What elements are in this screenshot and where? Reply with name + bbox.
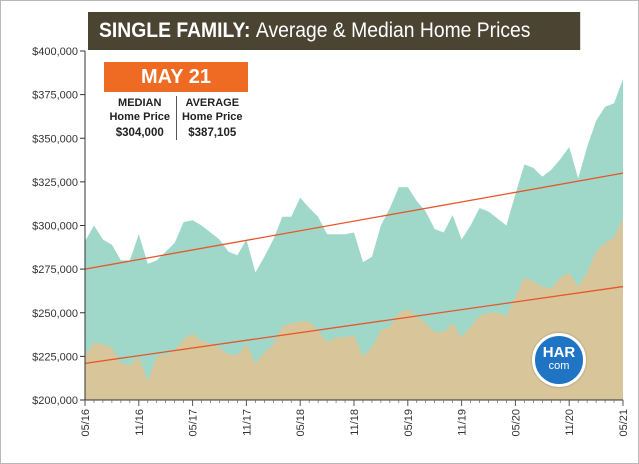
date-badge: MAY 21 [104, 62, 248, 92]
y-tick-label: $200,000 [32, 395, 78, 407]
median-price-area [85, 218, 623, 400]
x-tick-label: 11/16 [134, 409, 146, 436]
y-tick-label: $325,000 [32, 177, 78, 189]
x-tick-label: 11/19 [457, 409, 469, 436]
y-axis: $200,000 $225,000 $250,000 $275,000 $300,000… [32, 46, 86, 407]
y-tick-label: $250,000 [32, 308, 78, 320]
x-tick-label: 05/16 [80, 409, 92, 437]
y-tick-label: $300,000 [32, 221, 78, 233]
logo-text-sub: com [548, 360, 570, 372]
x-axis: 05/16 11/16 05/17 11/17 05/18 11/18 05/19 11/19… [80, 399, 630, 437]
average-value: $387,105 [188, 127, 237, 139]
x-tick-label: 05/20 [510, 409, 522, 437]
stats-row: MEDIAN Home Price $304,000 AVERAGE Home … [104, 96, 248, 140]
title-rest-part: Average & Median Home Prices [255, 19, 531, 42]
average-stat: AVERAGE Home Price $387,105 [177, 96, 249, 140]
average-label: AVERAGE [185, 97, 240, 109]
title-bold-part: SINGLE FAMILY: [99, 19, 251, 42]
average-sublabel: Home Price [181, 111, 243, 123]
average-trend-line [84, 172, 624, 270]
y-tick-label: $275,000 [32, 264, 78, 276]
x-tick-label: 11/18 [349, 409, 361, 436]
x-tick-label: 11/17 [241, 409, 253, 436]
y-tick-label: $350,000 [32, 133, 78, 145]
median-value: $304,000 [115, 127, 164, 139]
y-tick-label: $400,000 [32, 46, 78, 58]
har-logo: HAR com [532, 333, 586, 387]
price-summary-box: MAY 21 MEDIAN Home Price $304,000 AVERAG… [104, 62, 248, 140]
x-tick-label: 05/18 [295, 409, 307, 437]
x-tick-label: 11/20 [564, 409, 576, 436]
x-tick-label: 05/19 [403, 409, 415, 437]
median-stat: MEDIAN Home Price $304,000 [104, 96, 177, 140]
y-tick-label: $225,000 [32, 351, 78, 363]
y-tick-label: $375,000 [32, 90, 78, 102]
chart-title: SINGLE FAMILY: Average & Median Home Pri… [88, 12, 581, 50]
median-trend-line [84, 285, 624, 364]
median-label: MEDIAN [118, 97, 162, 109]
median-sublabel: Home Price [109, 111, 171, 123]
x-tick-label: 05/17 [188, 409, 200, 437]
x-tick-label: 05/21 [618, 409, 630, 437]
logo-text-main: HAR [542, 344, 576, 361]
